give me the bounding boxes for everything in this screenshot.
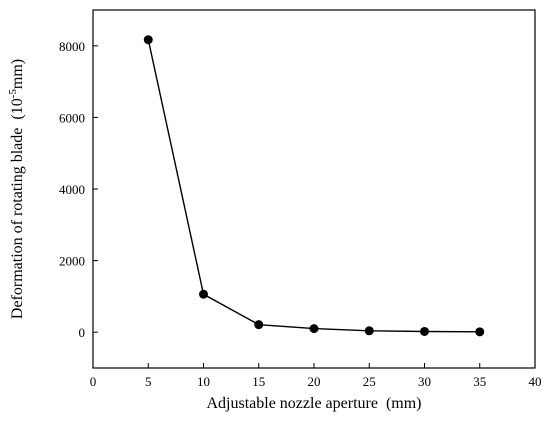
x-tick-label: 5 — [145, 374, 152, 389]
x-tick-label: 25 — [363, 374, 376, 389]
data-point — [420, 326, 429, 336]
x-tick-label: 20 — [308, 374, 321, 389]
series-line — [147, 39, 480, 333]
data-point — [309, 324, 319, 334]
y-axis-label-unit: mm) — [9, 59, 26, 89]
x-axis-ticks: 0 5 10 15 20 25 30 35 40 — [90, 363, 542, 389]
data-point — [199, 289, 208, 299]
y-tick-label: 8000 — [59, 39, 85, 54]
y-axis-label: Deformation of rotating blade (10-5mm) — [7, 59, 26, 319]
series-layer — [143, 35, 485, 337]
y-axis-label-main: Deformation of rotating blade (10 — [9, 98, 26, 319]
y-tick-label: 6000 — [59, 110, 85, 125]
x-tick-label: 35 — [473, 374, 486, 389]
y-tick-label: 0 — [79, 325, 86, 340]
x-tick-label: 40 — [529, 374, 542, 389]
y-tick-label: 2000 — [59, 254, 85, 269]
x-tick-label: 10 — [197, 374, 210, 389]
x-tick-label: 15 — [252, 374, 265, 389]
y-tick-label: 4000 — [59, 182, 85, 197]
data-point — [254, 320, 264, 330]
data-point — [143, 35, 153, 45]
plot-frame — [92, 9, 536, 369]
x-axis-label: Adjustable nozzle aperture (mm) — [206, 395, 421, 412]
y-axis-label-exponent: -5 — [7, 89, 19, 99]
x-tick-label: 30 — [418, 374, 431, 389]
data-point — [475, 327, 485, 337]
data-point — [364, 326, 374, 336]
x-tick-label: 0 — [90, 374, 97, 389]
y-axis-ticks: 0 2000 4000 6000 8000 — [59, 39, 98, 340]
